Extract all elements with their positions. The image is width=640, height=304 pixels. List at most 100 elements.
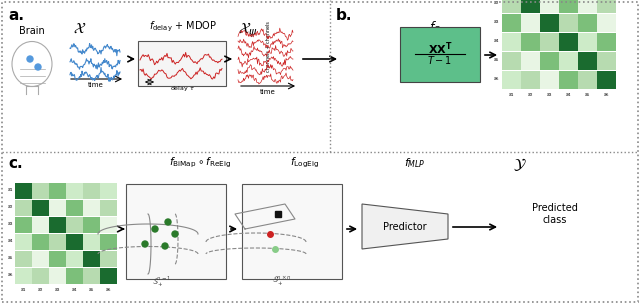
FancyBboxPatch shape bbox=[502, 71, 520, 89]
FancyBboxPatch shape bbox=[597, 33, 616, 51]
Text: $s_3$: $s_3$ bbox=[546, 91, 553, 99]
FancyBboxPatch shape bbox=[100, 268, 116, 284]
FancyBboxPatch shape bbox=[578, 13, 596, 32]
Text: $s_1$: $s_1$ bbox=[508, 91, 515, 99]
FancyBboxPatch shape bbox=[83, 268, 99, 284]
Text: $f_{\rm LogEig}$: $f_{\rm LogEig}$ bbox=[291, 156, 319, 171]
FancyBboxPatch shape bbox=[100, 182, 116, 199]
FancyBboxPatch shape bbox=[578, 51, 596, 70]
FancyBboxPatch shape bbox=[83, 182, 99, 199]
Circle shape bbox=[35, 64, 41, 70]
Text: Predictor: Predictor bbox=[383, 222, 427, 232]
FancyBboxPatch shape bbox=[126, 184, 226, 279]
FancyBboxPatch shape bbox=[242, 184, 342, 279]
Text: $s_6$: $s_6$ bbox=[7, 271, 14, 279]
FancyBboxPatch shape bbox=[83, 233, 99, 250]
FancyBboxPatch shape bbox=[559, 51, 577, 70]
Polygon shape bbox=[362, 204, 448, 249]
FancyBboxPatch shape bbox=[66, 182, 83, 199]
FancyBboxPatch shape bbox=[15, 216, 31, 233]
Text: $s_3$: $s_3$ bbox=[493, 19, 500, 26]
FancyBboxPatch shape bbox=[15, 268, 31, 284]
Text: $s_1$: $s_1$ bbox=[20, 286, 27, 294]
Text: $s_1$: $s_1$ bbox=[7, 187, 14, 195]
FancyBboxPatch shape bbox=[502, 13, 520, 32]
Text: $s_5$: $s_5$ bbox=[88, 286, 95, 294]
Text: $T-1$: $T-1$ bbox=[428, 54, 452, 66]
Text: $\mathcal{S}_+^{n \times n}$: $\mathcal{S}_+^{n \times n}$ bbox=[272, 274, 292, 288]
Text: $\mathcal{Y}$: $\mathcal{Y}$ bbox=[513, 156, 527, 173]
Text: $s_3$: $s_3$ bbox=[54, 286, 61, 294]
Circle shape bbox=[165, 219, 171, 225]
Text: $s_2$: $s_2$ bbox=[527, 91, 534, 99]
Text: $s_4$: $s_4$ bbox=[71, 286, 78, 294]
Circle shape bbox=[172, 231, 178, 237]
FancyBboxPatch shape bbox=[32, 250, 49, 267]
FancyBboxPatch shape bbox=[521, 33, 540, 51]
FancyBboxPatch shape bbox=[32, 182, 49, 199]
Text: $\mathcal{X}_\psi$: $\mathcal{X}_\psi$ bbox=[238, 20, 258, 40]
Text: $s_5$: $s_5$ bbox=[493, 57, 500, 64]
FancyBboxPatch shape bbox=[521, 71, 540, 89]
Text: $s_6$: $s_6$ bbox=[493, 76, 500, 84]
FancyBboxPatch shape bbox=[597, 71, 616, 89]
FancyBboxPatch shape bbox=[597, 51, 616, 70]
FancyBboxPatch shape bbox=[559, 13, 577, 32]
FancyBboxPatch shape bbox=[559, 0, 577, 13]
Circle shape bbox=[27, 56, 33, 62]
FancyBboxPatch shape bbox=[521, 51, 540, 70]
Circle shape bbox=[162, 243, 168, 249]
FancyBboxPatch shape bbox=[15, 182, 31, 199]
FancyBboxPatch shape bbox=[540, 33, 559, 51]
FancyBboxPatch shape bbox=[521, 0, 540, 13]
FancyBboxPatch shape bbox=[597, 0, 616, 13]
FancyBboxPatch shape bbox=[66, 268, 83, 284]
FancyBboxPatch shape bbox=[32, 233, 49, 250]
Text: $s_6$: $s_6$ bbox=[105, 286, 112, 294]
FancyBboxPatch shape bbox=[32, 268, 49, 284]
FancyBboxPatch shape bbox=[502, 0, 520, 13]
FancyBboxPatch shape bbox=[15, 233, 31, 250]
Text: $s_2$: $s_2$ bbox=[493, 0, 500, 8]
FancyBboxPatch shape bbox=[83, 216, 99, 233]
Text: $s_4$: $s_4$ bbox=[565, 91, 572, 99]
FancyBboxPatch shape bbox=[49, 182, 65, 199]
Text: $f_{MLP}$: $f_{MLP}$ bbox=[404, 156, 426, 170]
FancyBboxPatch shape bbox=[521, 13, 540, 32]
Circle shape bbox=[152, 226, 158, 232]
Text: $\mathcal{X}$: $\mathcal{X}$ bbox=[74, 21, 86, 36]
FancyBboxPatch shape bbox=[66, 250, 83, 267]
FancyBboxPatch shape bbox=[66, 216, 83, 233]
Text: time: time bbox=[260, 89, 276, 95]
Text: $s_4$: $s_4$ bbox=[7, 237, 14, 245]
FancyBboxPatch shape bbox=[66, 233, 83, 250]
FancyBboxPatch shape bbox=[100, 199, 116, 216]
FancyBboxPatch shape bbox=[83, 199, 99, 216]
FancyBboxPatch shape bbox=[540, 51, 559, 70]
FancyBboxPatch shape bbox=[32, 216, 49, 233]
Text: $f_{\rm delay}$ + MDOP: $f_{\rm delay}$ + MDOP bbox=[149, 20, 217, 34]
FancyBboxPatch shape bbox=[540, 13, 559, 32]
Text: delay $\tau$: delay $\tau$ bbox=[170, 84, 195, 93]
FancyBboxPatch shape bbox=[540, 0, 559, 13]
Text: $s_6$: $s_6$ bbox=[603, 91, 610, 99]
FancyBboxPatch shape bbox=[49, 268, 65, 284]
FancyBboxPatch shape bbox=[49, 233, 65, 250]
Text: $s_5$: $s_5$ bbox=[584, 91, 591, 99]
Text: $s_2$: $s_2$ bbox=[37, 286, 44, 294]
Circle shape bbox=[142, 241, 148, 247]
Text: $f_{\rm BiMap} \circ f_{\rm ReEig}$: $f_{\rm BiMap} \circ f_{\rm ReEig}$ bbox=[169, 156, 231, 171]
FancyBboxPatch shape bbox=[49, 250, 65, 267]
Text: $\mathbf{XX}^{\mathbf{T}}$: $\mathbf{XX}^{\mathbf{T}}$ bbox=[428, 41, 452, 57]
FancyBboxPatch shape bbox=[100, 250, 116, 267]
FancyBboxPatch shape bbox=[502, 33, 520, 51]
FancyBboxPatch shape bbox=[100, 216, 116, 233]
FancyBboxPatch shape bbox=[597, 13, 616, 32]
Text: b.: b. bbox=[336, 8, 353, 23]
Text: $s_4$: $s_4$ bbox=[493, 38, 500, 46]
FancyBboxPatch shape bbox=[578, 0, 596, 13]
Text: $s_3$: $s_3$ bbox=[7, 220, 14, 228]
FancyBboxPatch shape bbox=[400, 27, 480, 82]
Text: channels + channels: channels + channels bbox=[266, 21, 271, 72]
Text: $\mathcal{S}_+^{n-1}$: $\mathcal{S}_+^{n-1}$ bbox=[152, 274, 172, 289]
